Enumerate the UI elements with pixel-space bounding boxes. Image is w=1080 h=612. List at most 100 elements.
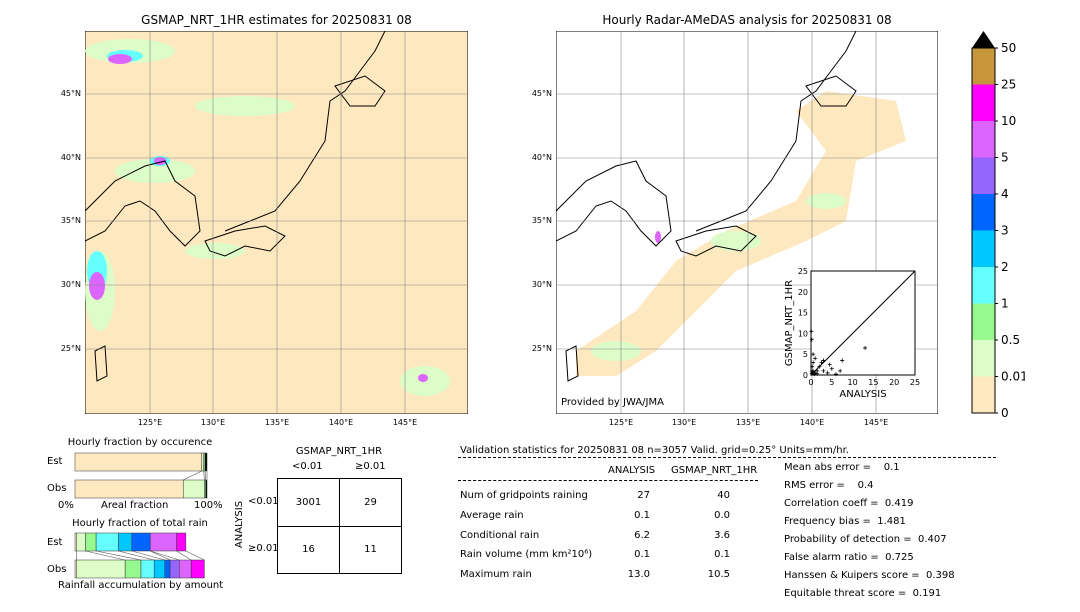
- score-line: Hanssen & Kuipers score = 0.398: [784, 570, 955, 581]
- scatter-point: [809, 329, 814, 334]
- total-rain-title: Hourly fraction of total rain: [72, 518, 208, 529]
- stats-row-gsmap: 0.1: [714, 549, 730, 560]
- stats-row-gsmap: 10.5: [707, 569, 730, 580]
- obs-segment: [182, 479, 205, 499]
- est-segment: [74, 452, 202, 472]
- lat-tick-label: 30°N: [60, 280, 81, 289]
- scatter-ytick: 0: [803, 371, 808, 380]
- cell-hit: 11: [364, 544, 377, 555]
- scatter-point: [863, 345, 868, 350]
- lat-tick-label: 40°N: [531, 153, 552, 162]
- colorbar-label: 4: [1001, 187, 1009, 201]
- colorbar-label: 5: [1001, 151, 1009, 165]
- colorbar-label: 0.5: [1001, 333, 1020, 347]
- scatter-ytick: 10: [798, 329, 808, 338]
- stats-row-label: Maximum rain: [460, 569, 532, 580]
- obs-segment: [74, 479, 184, 499]
- score-line: Probability of detection = 0.407: [784, 534, 947, 545]
- scatter-point: [809, 337, 814, 342]
- stats-row-analysis: 13.0: [627, 569, 650, 580]
- obs-segment: [179, 559, 192, 579]
- stats-row-label: Num of gridpoints raining: [460, 490, 588, 501]
- lon-tick-label: 140°E: [328, 418, 354, 427]
- colorbar-label: 0.01: [1001, 370, 1025, 384]
- scatter-point: [840, 358, 845, 363]
- stats-row-label: Conditional rain: [460, 530, 540, 541]
- occ-xlabel: Areal fraction: [101, 500, 169, 511]
- scatter-point: [829, 366, 834, 371]
- colorbar-bin: [972, 340, 995, 377]
- colorbar-bin: [972, 48, 995, 85]
- lat-tick-label: 45°N: [60, 89, 81, 98]
- right-map: [556, 31, 938, 414]
- cell-miss: 16: [302, 544, 315, 555]
- colorbar-label: 2: [1001, 260, 1009, 274]
- scatter-inset: 00 5 5 10 10 15 15 20 20 25 25 ANALYSIS GSMAP_NRT_1H…: [784, 267, 920, 400]
- lon-tick-label: 130°E: [200, 418, 226, 427]
- scatter-xtick: 25: [910, 378, 920, 387]
- left-map: [85, 31, 468, 414]
- lon-tick-label: 145°E: [863, 418, 889, 427]
- scatter-point: [817, 364, 822, 369]
- colorbar-label: 0: [1001, 406, 1009, 418]
- colorbar-bin: [972, 267, 995, 304]
- colorbar-label: 10: [1001, 114, 1016, 128]
- stats-col-gsmap: GSMAP_NRT_1HR: [671, 465, 758, 476]
- obs-segment: [190, 559, 205, 579]
- scatter-ytick: 15: [798, 309, 808, 318]
- score-line: Mean abs error = 0.1: [784, 462, 900, 473]
- scatter-point: [813, 356, 818, 361]
- colorbar-extend-arrow: [972, 31, 995, 48]
- data-credit: Provided by JWA/JMA: [561, 397, 664, 408]
- scatter-point: [811, 360, 816, 365]
- row-label-1: <0.01: [248, 496, 279, 507]
- colorbar-bin: [972, 376, 995, 413]
- est-segment: [204, 452, 208, 472]
- obs-segment: [124, 559, 142, 579]
- obs-segment: [140, 559, 155, 579]
- left-map-title: GSMAP_NRT_1HR estimates for 20250831 08: [141, 13, 412, 27]
- occ-row-est: Est: [47, 456, 63, 467]
- obs-segment: [153, 559, 166, 579]
- scatter-point: [815, 371, 820, 376]
- colorbar-bin: [972, 194, 995, 231]
- stats-col-analysis: ANALYSIS: [608, 465, 656, 476]
- colorbar-label: 1: [1001, 297, 1009, 311]
- est-segment: [95, 532, 119, 552]
- lon-tick-label: 135°E: [735, 418, 761, 427]
- lat-tick-label: 35°N: [60, 216, 81, 225]
- scatter-point: [838, 368, 843, 373]
- stats-row-analysis: 0.1: [634, 549, 650, 560]
- stats-row-analysis: 6.2: [634, 530, 650, 541]
- scatter-point: [810, 364, 815, 369]
- scatter-point: [821, 368, 826, 373]
- stats-row-label: Rain volume (mm km²10⁶): [460, 549, 593, 560]
- occ-row-obs: Obs: [47, 483, 67, 494]
- est-segment: [176, 532, 187, 552]
- row-label-2: ≥0.01: [248, 543, 279, 554]
- scatter-point: [833, 372, 838, 377]
- cell-hit-none: 3001: [295, 497, 322, 508]
- lon-tick-label: 140°E: [799, 418, 825, 427]
- colorbar: 0 0.01 0.5 1 2 3 4 5 10 25 50: [971, 31, 1025, 418]
- colorbar-label: 3: [1001, 224, 1009, 238]
- scatter-point: [821, 358, 826, 363]
- colorbar-bin: [972, 157, 995, 194]
- score-line: Equitable threat score = 0.191: [784, 588, 942, 599]
- contingency-table: 3001 29 16 11: [277, 478, 402, 574]
- scatter-xtick: 5: [829, 378, 834, 387]
- right-map-title: Hourly Radar-AMeDAS analysis for 2025083…: [602, 13, 892, 27]
- est-segment: [149, 532, 177, 552]
- lon-tick-label: 135°E: [264, 418, 290, 427]
- stats-row-gsmap: 0.0: [714, 510, 730, 521]
- scatter-ylabel: GSMAP_NRT_1HR: [784, 280, 795, 366]
- lon-tick-label: 130°E: [671, 418, 697, 427]
- est-segment: [76, 532, 86, 552]
- lat-tick-label: 30°N: [531, 280, 552, 289]
- score-line: Correlation coeff = 0.419: [784, 498, 914, 509]
- scatter-ytick: 25: [798, 267, 808, 276]
- colorbar-bin: [972, 230, 995, 267]
- colorbar-bin: [972, 84, 995, 121]
- est-segment: [118, 532, 133, 552]
- one-to-one-line: [810, 270, 916, 376]
